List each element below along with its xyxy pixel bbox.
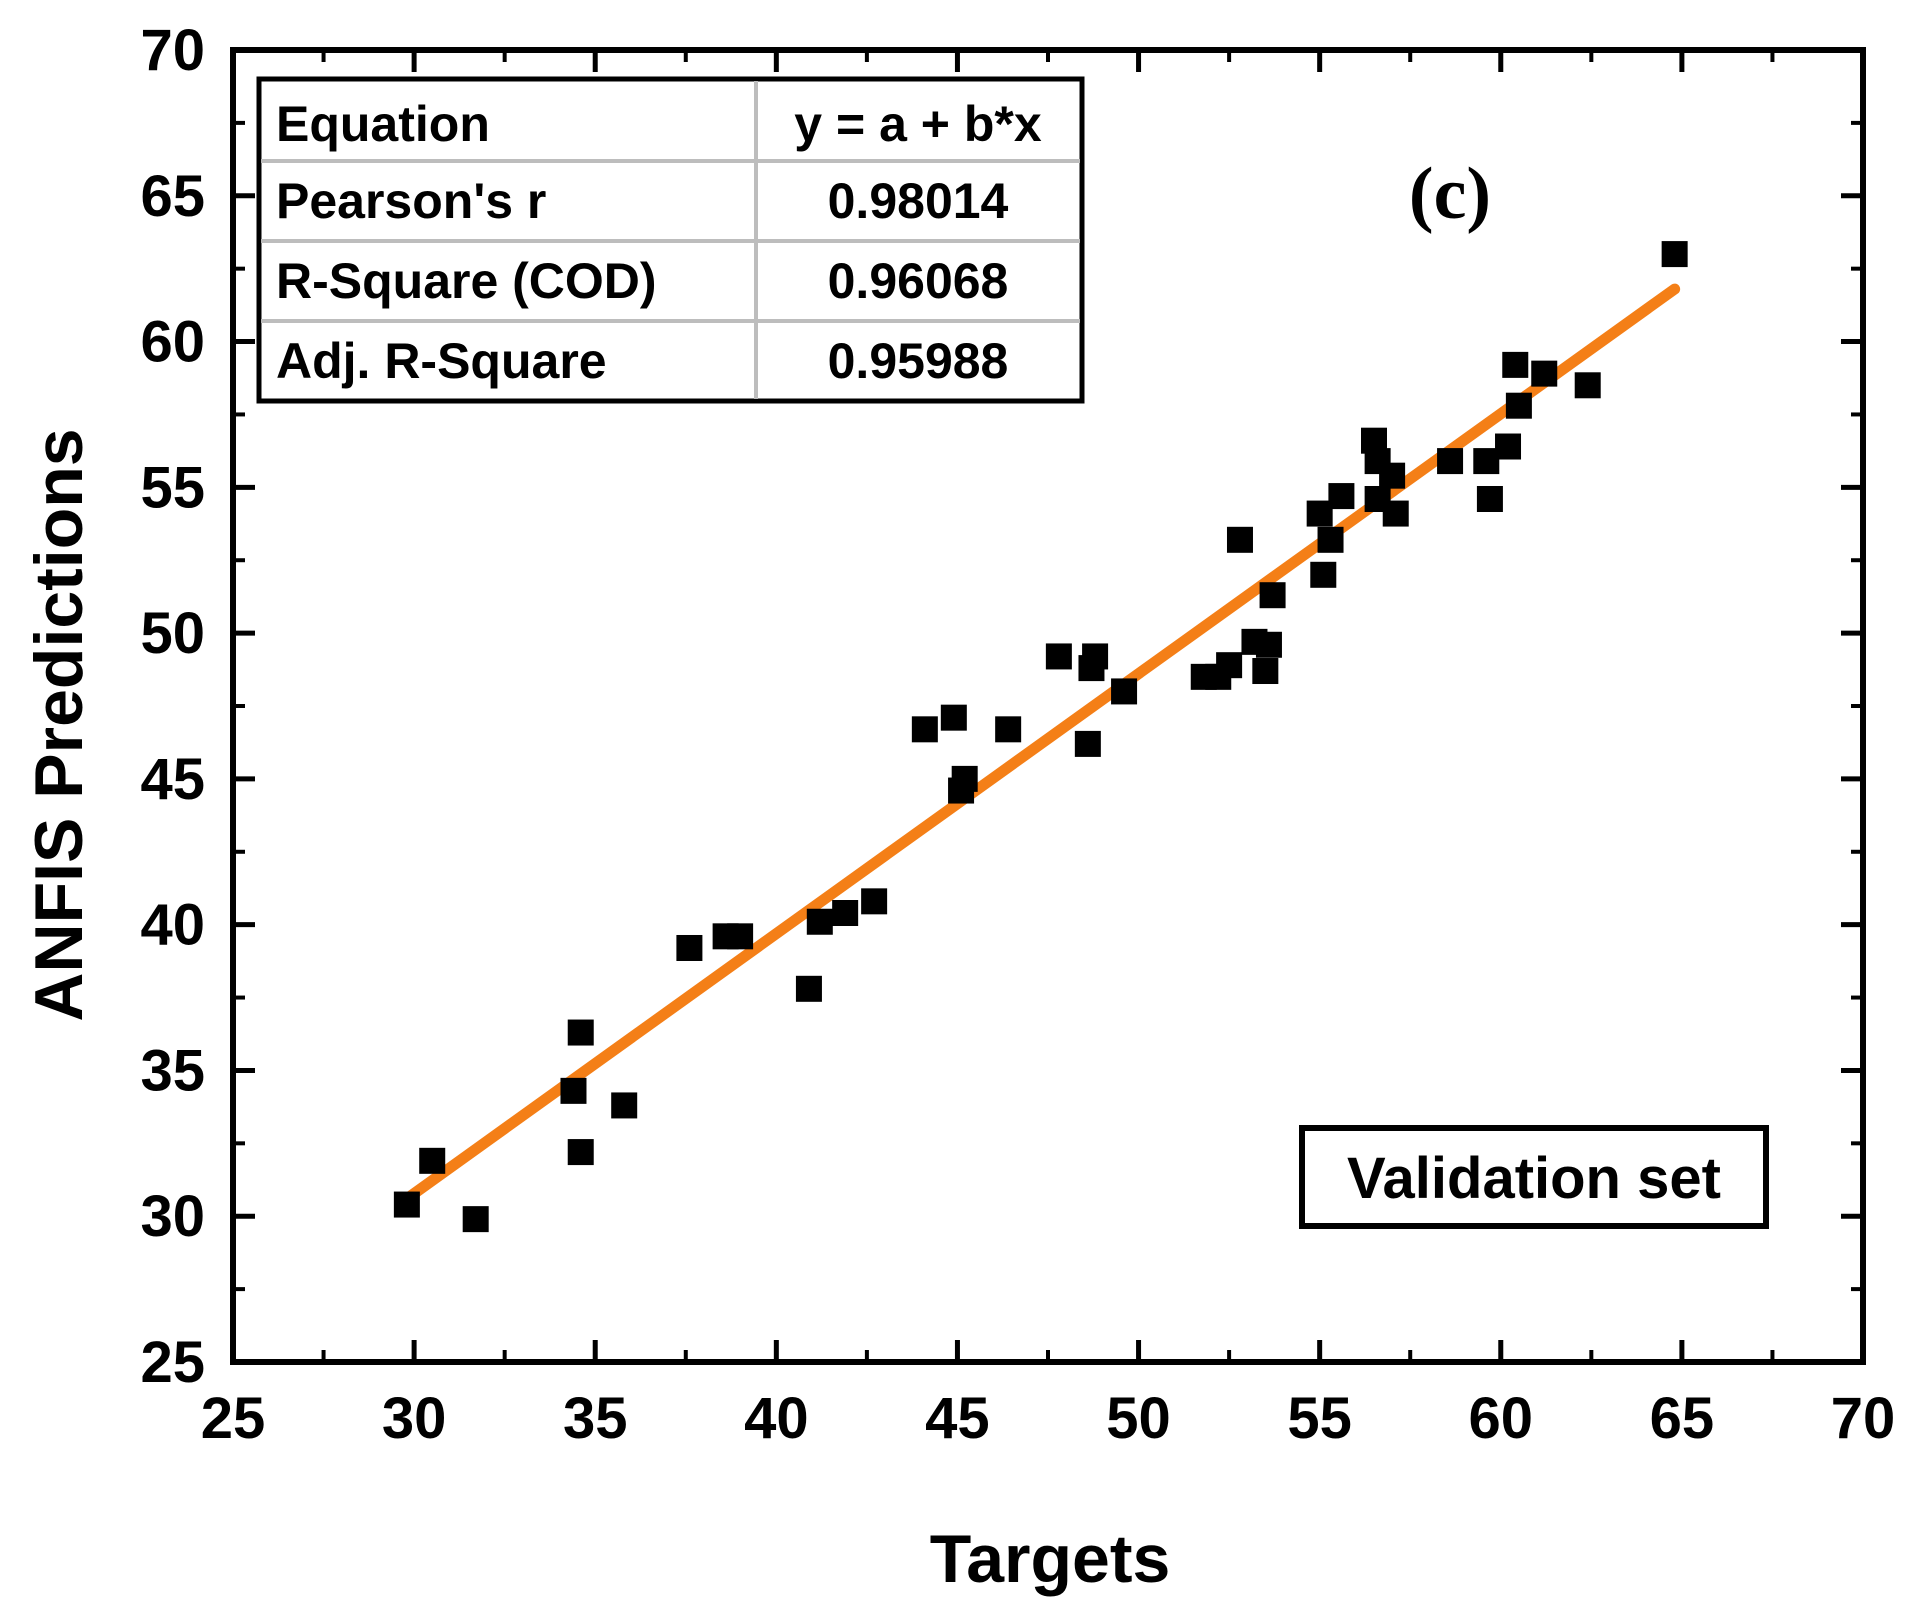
data-point	[1216, 652, 1243, 679]
panel-label: (c)	[1409, 153, 1491, 235]
x-axis-title: Targets	[930, 1521, 1171, 1597]
stats-table: Equation y = a + b*x Pearson's r 0.98014…	[256, 76, 1085, 404]
data-point	[1306, 500, 1333, 527]
data-point	[940, 704, 967, 731]
validation-set-box: Validation set	[1299, 1125, 1769, 1229]
data-point	[462, 1206, 489, 1233]
data-point	[1476, 485, 1503, 512]
y-tick-label: 55	[140, 455, 205, 520]
data-point	[1255, 631, 1282, 658]
x-tick-label: 70	[1831, 1386, 1896, 1451]
data-point	[861, 888, 888, 915]
y-tick-label: 35	[140, 1038, 205, 1103]
data-point	[1317, 526, 1344, 553]
y-tick-label: 60	[140, 310, 205, 375]
data-point	[727, 923, 754, 950]
data-point	[1495, 433, 1522, 460]
stats-label-pearson: Pearson's r	[276, 173, 546, 229]
data-point	[1531, 360, 1558, 387]
data-point	[832, 900, 859, 927]
data-point	[560, 1077, 587, 1104]
linear-fit-line	[401, 283, 1681, 1205]
stats-value-equation: y = a + b*x	[794, 96, 1042, 152]
x-tick-label: 40	[744, 1386, 809, 1451]
data-point	[1074, 730, 1101, 757]
stats-value-pearson: 0.98014	[828, 173, 1009, 229]
y-axis-title: ANFIS Predictions	[21, 428, 97, 1021]
data-point	[1382, 500, 1409, 527]
y-tick-label: 30	[140, 1184, 205, 1249]
x-tick-label: 45	[925, 1386, 990, 1451]
validation-set-label: Validation set	[1347, 1146, 1721, 1211]
validation-set-border	[1299, 1125, 1769, 1229]
y-tick-label: 45	[140, 747, 205, 812]
data-point	[1226, 526, 1253, 553]
stats-label-r-square: R-Square (COD)	[276, 253, 657, 309]
stats-label-adj-r-square: Adj. R-Square	[276, 333, 607, 389]
stats-label-equation: Equation	[276, 96, 490, 152]
data-point	[1111, 678, 1138, 705]
plot-frame	[230, 47, 1866, 1365]
data-point	[1082, 643, 1109, 670]
data-point	[995, 716, 1022, 743]
data-point	[567, 1139, 594, 1166]
y-tick-label: 50	[140, 601, 205, 666]
y-tick-label: 40	[140, 893, 205, 958]
fit-line-layer	[401, 283, 1681, 1205]
data-point	[1661, 241, 1688, 268]
stats-value-r-square: 0.96068	[828, 253, 1009, 309]
data-point	[951, 765, 978, 792]
x-tick-label: 30	[382, 1386, 447, 1451]
x-tick-label: 55	[1287, 1386, 1352, 1451]
x-tick-label: 25	[201, 1386, 266, 1451]
y-tick-label: 65	[140, 164, 205, 229]
x-tick-label: 35	[563, 1386, 628, 1451]
data-point	[911, 716, 938, 743]
data-point	[1437, 448, 1464, 475]
data-point	[1259, 582, 1286, 609]
data-point	[393, 1191, 420, 1218]
x-tick-label: 50	[1106, 1386, 1171, 1451]
data-point	[1045, 643, 1072, 670]
y-tick-label: 70	[140, 18, 205, 83]
data-point	[1473, 448, 1500, 475]
data-point	[611, 1092, 638, 1119]
data-point	[1328, 483, 1355, 510]
data-point	[1252, 658, 1279, 685]
tick-labels-layer: 25 30 35 40 45 50 55 60 65 70 25 30 35 40 45 50 55 60 65 70	[140, 18, 1895, 1451]
data-point	[1502, 351, 1529, 378]
data-point	[806, 908, 833, 935]
x-tick-label: 60	[1469, 1386, 1534, 1451]
data-point	[419, 1147, 446, 1174]
data-point	[1379, 462, 1406, 489]
y-tick-label: 25	[140, 1330, 205, 1395]
data-point	[676, 934, 703, 961]
x-tick-label: 65	[1650, 1386, 1715, 1451]
data-point	[1505, 392, 1532, 419]
data-points-layer	[393, 241, 1688, 1233]
data-point	[1310, 561, 1337, 588]
stats-value-adj-r-square: 0.95988	[828, 333, 1009, 389]
data-point	[1574, 372, 1601, 399]
data-point	[567, 1019, 594, 1046]
data-point	[795, 975, 822, 1002]
